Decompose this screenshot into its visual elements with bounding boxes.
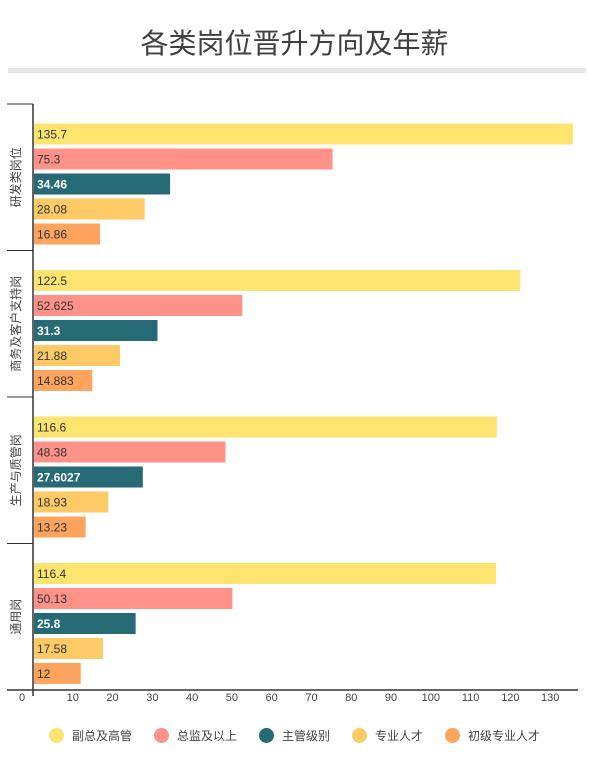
bar-value-label: 31.3 xyxy=(37,324,61,338)
x-tick-label: 20 xyxy=(106,692,118,704)
legend-item[interactable]: 专业人才 xyxy=(352,727,423,744)
bar-value-label: 17.58 xyxy=(37,642,67,656)
bar xyxy=(34,441,226,463)
legend-item[interactable]: 主管级别 xyxy=(258,727,330,744)
x-tick-label: 120 xyxy=(501,692,519,704)
bar-value-label: 18.93 xyxy=(37,496,67,510)
bar xyxy=(34,516,86,538)
bar-value-label: 27.6027 xyxy=(37,471,81,485)
bar-value-label: 50.13 xyxy=(37,592,67,606)
bar xyxy=(34,563,497,584)
bar-value-label: 122.5 xyxy=(37,274,67,288)
bar xyxy=(34,638,103,659)
x-tick-label: 30 xyxy=(146,692,158,704)
bar xyxy=(34,320,158,341)
title-divider xyxy=(8,68,586,73)
x-tick-label: 80 xyxy=(345,692,357,704)
bar-value-label: 75.3 xyxy=(37,153,61,167)
chart-title: 各类岗位晋升方向及年薪 xyxy=(140,27,449,60)
bar-value-label: 14.883 xyxy=(37,374,74,388)
category-label: 通用岗 xyxy=(9,599,23,635)
legend-item[interactable]: 初级专业人才 xyxy=(445,727,540,744)
bar xyxy=(34,123,573,145)
legend-label: 主管级别 xyxy=(281,729,330,743)
x-tick-label: 70 xyxy=(305,692,317,704)
legend-label: 专业人才 xyxy=(375,729,424,743)
bar-value-label: 16.86 xyxy=(37,228,67,242)
x-tick-label: 40 xyxy=(186,692,198,704)
bar-value-label: 12 xyxy=(37,667,51,681)
bar-value-label: 28.08 xyxy=(37,203,67,217)
bar xyxy=(34,295,243,316)
bar xyxy=(34,370,93,391)
bar xyxy=(34,663,81,684)
legend-label: 副总及高管 xyxy=(71,729,132,743)
x-tick-label: 90 xyxy=(385,692,397,704)
x-tick-label: 100 xyxy=(422,692,440,704)
bar xyxy=(34,416,497,438)
x-tick-label: 110 xyxy=(462,692,480,704)
bar-value-label: 135.7 xyxy=(37,128,67,142)
bar-chart: 135.7 75.3 34.46 28.08 16.86 研发类岗位 122.5 52.625… xyxy=(7,103,578,704)
legend-label: 总监及以上 xyxy=(176,729,237,743)
legend-swatch xyxy=(153,728,169,743)
legend-swatch xyxy=(48,728,64,743)
bar-value-label: 13.23 xyxy=(37,521,67,535)
bar-value-label: 48.38 xyxy=(37,446,67,460)
bar xyxy=(34,491,109,513)
bar xyxy=(34,198,145,220)
bar-value-label: 21.88 xyxy=(37,349,67,363)
legend-item[interactable]: 副总及高管 xyxy=(48,727,132,744)
bar xyxy=(34,173,171,195)
x-tick-label: 10 xyxy=(67,692,79,704)
x-tick-label: 0 xyxy=(19,692,25,704)
x-tick-label: 60 xyxy=(266,692,278,704)
legend-swatch xyxy=(445,728,461,743)
bar xyxy=(34,466,143,488)
x-tick-label: 130 xyxy=(541,692,559,704)
legend-label: 初级专业人才 xyxy=(468,729,541,743)
bar-value-label: 116.6 xyxy=(37,421,66,435)
bar-value-label: 34.46 xyxy=(37,178,67,192)
bar-value-label: 116.4 xyxy=(37,567,66,581)
chart-legend: 副总及高管 总监及以上 主管级别 专业人才 初级专业人才 xyxy=(0,727,589,744)
legend-item[interactable]: 总监及以上 xyxy=(153,727,237,744)
bar xyxy=(34,588,233,609)
category-label: 商务及客户支持岗 xyxy=(8,276,23,372)
bar-value-label: 25.8 xyxy=(37,617,61,631)
legend-swatch xyxy=(352,728,367,743)
category-label: 研发类岗位 xyxy=(8,147,23,207)
bar xyxy=(34,345,121,366)
x-tick-label: 50 xyxy=(226,692,238,704)
legend-swatch xyxy=(258,728,274,743)
category-label: 生产与质管岗 xyxy=(8,434,23,506)
bar xyxy=(34,223,101,245)
bar xyxy=(34,613,136,634)
bar xyxy=(34,148,333,170)
bar xyxy=(34,270,521,291)
bar-value-label: 52.625 xyxy=(37,299,74,313)
